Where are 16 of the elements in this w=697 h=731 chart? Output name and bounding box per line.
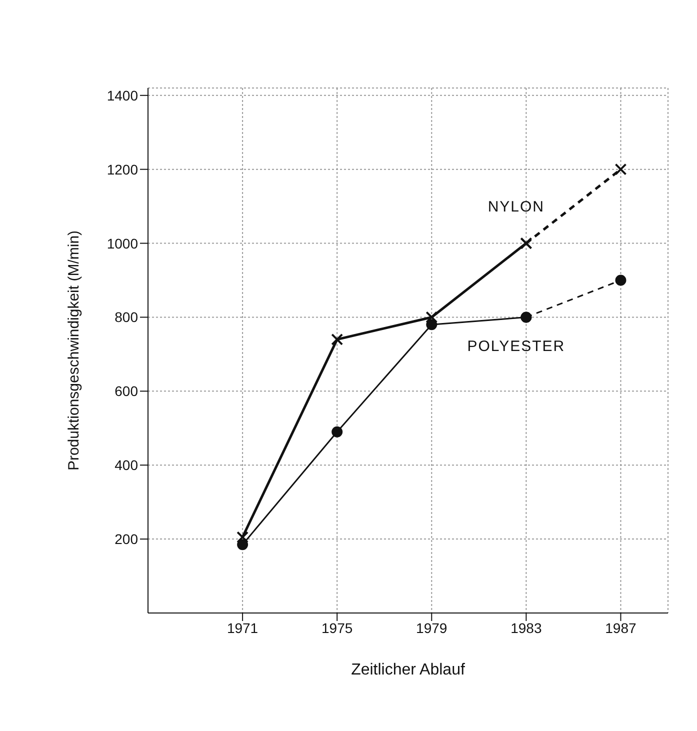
series-label: NYLON xyxy=(488,198,545,216)
x-tick-label: 1971 xyxy=(226,620,258,636)
y-tick-label: 200 xyxy=(114,531,138,548)
x-axis-title: Zeitlicher Ablauf xyxy=(351,661,466,678)
y-axis-title: Produktionsgeschwindigkeit (M/min) xyxy=(65,230,82,471)
y-tick-label: 400 xyxy=(114,457,138,474)
y-tick-label: 1200 xyxy=(106,161,138,178)
y-tick-label: 1000 xyxy=(106,235,138,252)
x-tick-label: 1975 xyxy=(322,620,353,636)
y-tick-label: 1400 xyxy=(106,87,138,104)
x-tick-label: 1979 xyxy=(416,620,448,636)
y-tick-label: 800 xyxy=(114,309,138,326)
series-label: POLYESTER xyxy=(467,338,566,356)
x-tick-label: 1987 xyxy=(605,620,637,636)
y-tick-label: 600 xyxy=(114,383,138,400)
x-tick-label: 1983 xyxy=(510,620,542,636)
